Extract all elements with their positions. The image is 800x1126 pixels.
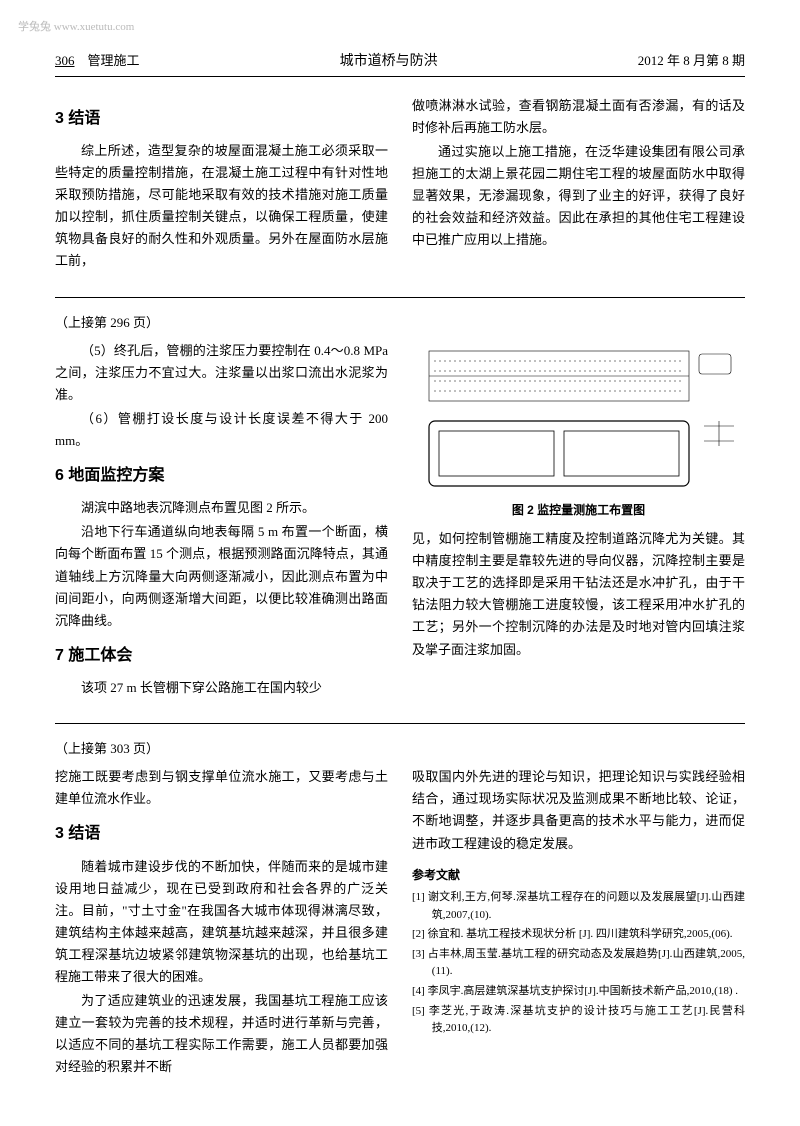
para: 通过实施以上施工措施，在泛华建设集团有限公司承担施工的太湖上景花园二期住宅工程的… <box>412 141 745 251</box>
references-title: 参考文献 <box>412 865 745 885</box>
section-3-title: 3 结语 <box>55 105 388 132</box>
page-number: 306 <box>55 53 75 68</box>
block-1: 3 结语 综上所述，造型复杂的坡屋面混凝土施工必须采取一些特定的质量控制措施，在… <box>55 95 745 275</box>
reference-item: [5] 李芝光,于政涛.深基坑支护的设计技巧与施工工艺[J].民营科技,2010… <box>412 1003 745 1038</box>
block-1-right: 做喷淋淋水试验，查看钢筋混凝土面有否渗漏，有的话及时修补后再施工防水层。 通过实… <box>412 95 745 275</box>
header-left: 306 管理施工 <box>55 50 140 74</box>
issue-date: 2012 年 8 月第 8 期 <box>638 50 745 74</box>
journal-title: 城市道桥与防洪 <box>340 50 438 74</box>
block-2-left: （5）终孔后，管棚的注浆压力要控制在 0.4～0.8 MPa 之间，注浆压力不宜… <box>55 340 388 702</box>
block-2: （5）终孔后，管棚的注浆压力要控制在 0.4～0.8 MPa 之间，注浆压力不宜… <box>55 340 745 702</box>
figure-2-caption: 图 2 监控量测施工布置图 <box>412 500 745 520</box>
para: 沿地下行车通道纵向地表每隔 5 m 布置一个断面，横向每个断面布置 15 个测点… <box>55 521 388 631</box>
separator <box>55 723 745 724</box>
reference-item: [4] 李凤宇.高层建筑深基坑支护探讨[J].中国新技术新产品,2010,(18… <box>412 983 745 1001</box>
para: 随着城市建设步伐的不断加快，伴随而来的是城市建设用地日益减少，现在已受到政府和社… <box>55 856 388 989</box>
reference-item: [2] 徐宜和. 基坑工程技术现状分析 [J]. 四川建筑科学研究,2005,(… <box>412 926 745 944</box>
para: 湖滨中路地表沉降测点布置见图 2 所示。 <box>55 497 388 519</box>
para: 综上所述，造型复杂的坡屋面混凝土施工必须采取一些特定的质量控制措施，在混凝土施工… <box>55 140 388 273</box>
block-1-left: 3 结语 综上所述，造型复杂的坡屋面混凝土施工必须采取一些特定的质量控制措施，在… <box>55 95 388 275</box>
para: （6）管棚打设长度与设计长度误差不得大于 200 mm。 <box>55 408 388 452</box>
section-name: 管理施工 <box>88 53 140 68</box>
figure-2: 图 2 监控量测施工布置图 <box>412 346 745 520</box>
para: 为了适应建筑业的迅速发展，我国基坑工程施工应该建立一套较为完善的技术规程，并适时… <box>55 990 388 1078</box>
reference-item: [1] 谢文利,王方,何琴.深基坑工程存在的问题以及发展展望[J].山西建筑,2… <box>412 889 745 924</box>
para: 挖施工既要考虑到与钢支撑单位流水施工，又要考虑与土建单位流水作业。 <box>55 766 388 810</box>
para: 该项 27 m 长管棚下穿公路施工在国内较少 <box>55 677 388 699</box>
section-7-title: 7 施工体会 <box>55 642 388 669</box>
continued-from-296: （上接第 296 页） <box>55 312 745 334</box>
para: 吸取国内外先进的理论与知识，把理论知识与实践经验相结合，通过现场实际状况及监测成… <box>412 766 745 854</box>
block-3-left: 挖施工既要考虑到与钢支撑单位流水施工，又要考虑与土建单位流水作业。 3 结语 随… <box>55 766 388 1080</box>
monitoring-layout-svg <box>419 346 739 496</box>
block-3: 挖施工既要考虑到与钢支撑单位流水施工，又要考虑与土建单位流水作业。 3 结语 随… <box>55 766 745 1080</box>
section-3b-title: 3 结语 <box>55 820 388 847</box>
page: 306 管理施工 城市道桥与防洪 2012 年 8 月第 8 期 3 结语 综上… <box>0 0 800 1121</box>
separator <box>55 297 745 298</box>
block-3-right: 吸取国内外先进的理论与知识，把理论知识与实践经验相结合，通过现场实际状况及监测成… <box>412 766 745 1080</box>
block-2-right: 图 2 监控量测施工布置图 见，如何控制管棚施工精度及控制道路沉降尤为关键。其中… <box>412 340 745 702</box>
reference-item: [3] 占丰林,周玉莹.基坑工程的研究动态及发展趋势[J].山西建筑,2005,… <box>412 946 745 981</box>
section-6-title: 6 地面监控方案 <box>55 462 388 489</box>
para: 做喷淋淋水试验，查看钢筋混凝土面有否渗漏，有的话及时修补后再施工防水层。 <box>412 95 745 139</box>
continued-from-303: （上接第 303 页） <box>55 738 745 760</box>
page-header: 306 管理施工 城市道桥与防洪 2012 年 8 月第 8 期 <box>55 50 745 77</box>
para: 见，如何控制管棚施工精度及控制道路沉降尤为关键。其中精度控制主要是靠较先进的导向… <box>412 528 745 661</box>
para: （5）终孔后，管棚的注浆压力要控制在 0.4～0.8 MPa 之间，注浆压力不宜… <box>55 340 388 406</box>
